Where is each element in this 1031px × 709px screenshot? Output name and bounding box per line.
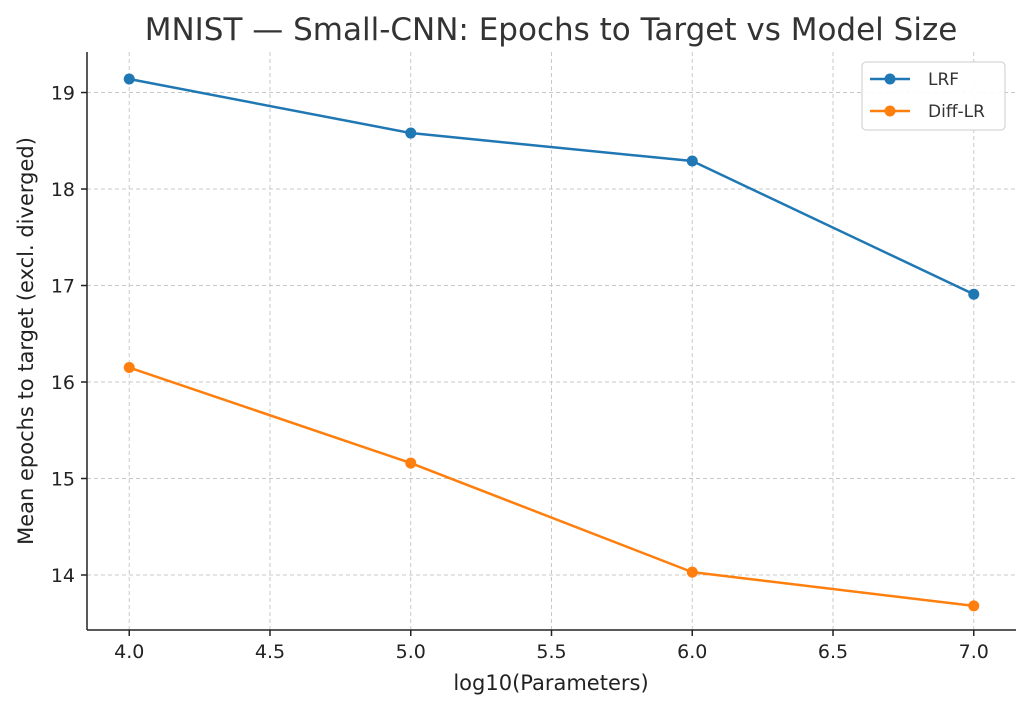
legend-label: Diff-LR: [928, 102, 985, 122]
x-tick-label: 6.0: [677, 641, 707, 663]
series-layer: [123, 73, 980, 612]
series-lrf: [123, 73, 980, 300]
data-point-diff-lr: [968, 600, 980, 612]
legend-item-diff-lr: Diff-LR: [870, 102, 985, 122]
data-point-diff-lr: [686, 566, 698, 578]
data-point-lrf: [686, 155, 698, 167]
y-tick-label: 15: [51, 469, 75, 491]
legend-swatch-marker: [884, 105, 896, 117]
y-tick-label: 19: [51, 83, 75, 105]
legend-item-lrf: LRF: [870, 70, 959, 90]
y-axis-label: Mean epochs to target (excl. diverged): [14, 137, 38, 545]
x-tick-label: 7.0: [959, 641, 989, 663]
x-tick-label: 5.5: [536, 641, 566, 663]
axes: 4.0 4.5 5.0 5.5 6.0 6.5 7.0 14 15 16 17 18 19: [51, 52, 1016, 663]
x-axis-label: log10(Parameters): [453, 671, 648, 695]
data-point-diff-lr: [123, 362, 135, 374]
x-tick-label: 4.5: [255, 641, 285, 663]
legend-label: LRF: [928, 70, 959, 90]
legend-swatch-marker: [884, 73, 896, 85]
y-tick-label: 18: [51, 179, 75, 201]
grid: [87, 52, 1016, 630]
x-tick-label: 5.0: [396, 641, 426, 663]
data-point-diff-lr: [405, 457, 417, 469]
series-diff-lr: [123, 362, 980, 612]
data-point-lrf: [405, 127, 417, 139]
data-point-lrf: [123, 73, 135, 85]
series-line-lrf: [128, 77, 975, 296]
y-tick-label: 14: [51, 565, 75, 587]
chart-title: MNIST — Small-CNN: Epochs to Target vs M…: [145, 12, 958, 48]
series-line-diff-lr: [128, 366, 974, 608]
x-tick-label: 4.0: [114, 641, 144, 663]
y-tick-label: 16: [51, 372, 75, 394]
y-tick-label: 17: [51, 276, 75, 298]
legend: LRF Diff-LR: [861, 61, 1006, 131]
x-tick-label: 6.5: [818, 641, 848, 663]
data-point-lrf: [968, 288, 980, 300]
